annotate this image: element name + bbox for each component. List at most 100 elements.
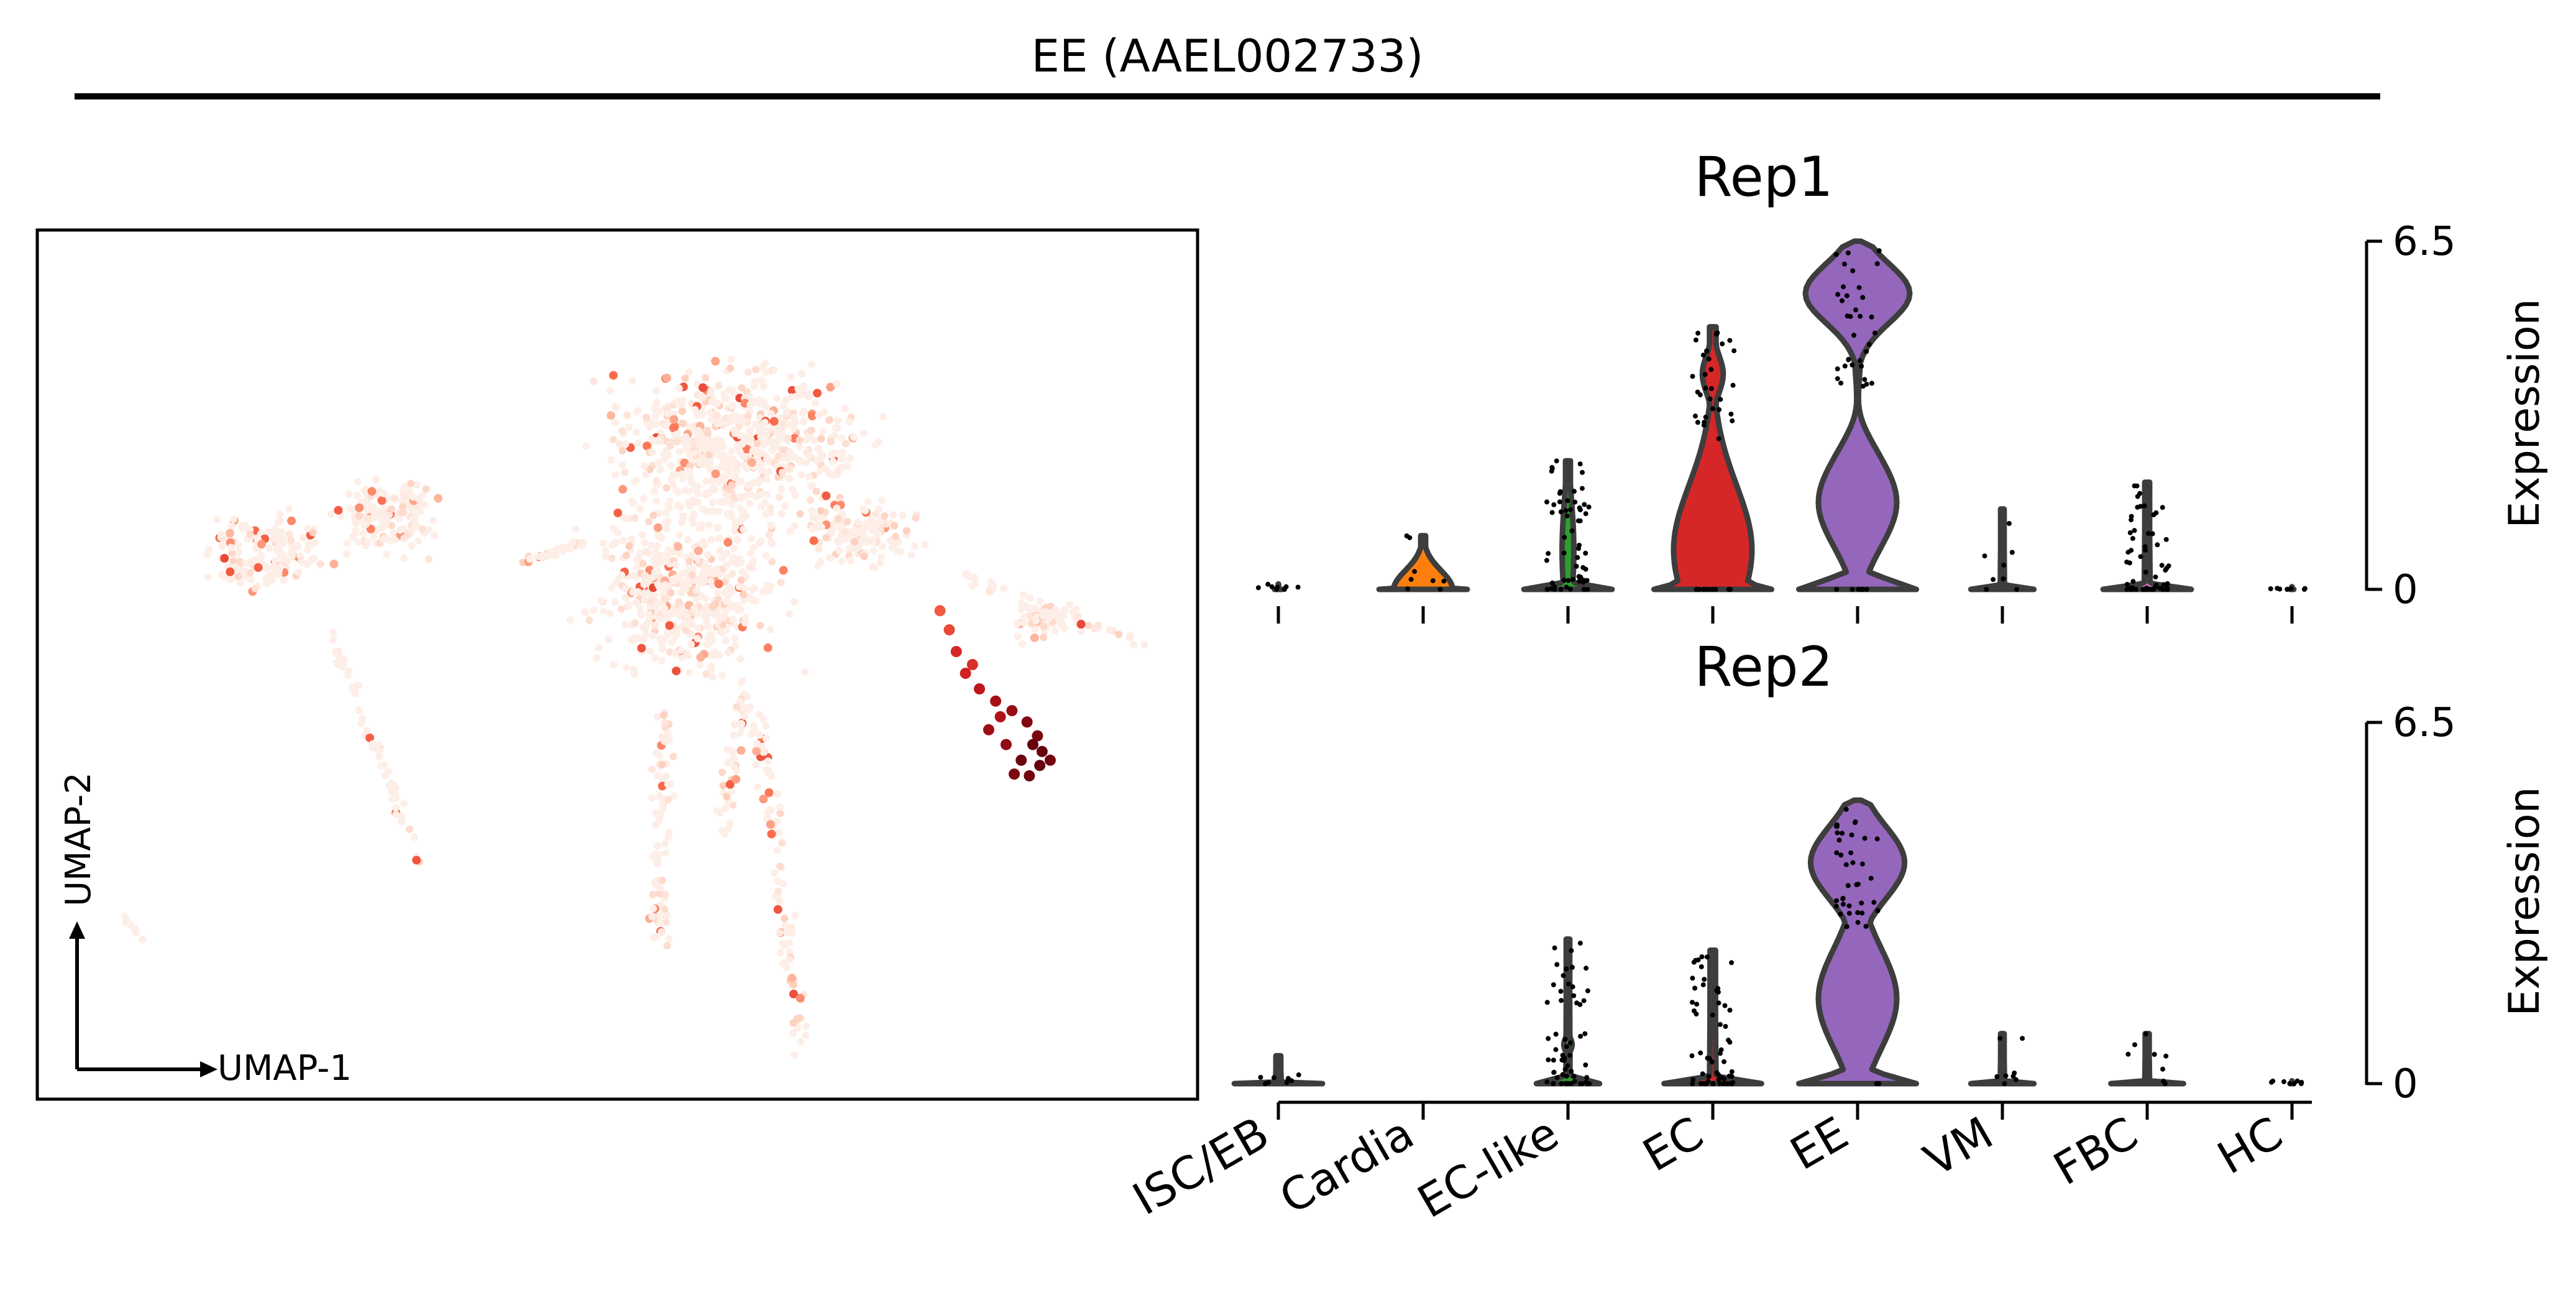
- umap-cell-point: [226, 528, 234, 538]
- violin-cell-point: [1864, 349, 1869, 354]
- umap-cell-point: [375, 753, 383, 761]
- umap-cell-point: [640, 590, 648, 598]
- violin-cell-point: [1544, 558, 1549, 563]
- umap-cell-point: [367, 487, 377, 496]
- umap-cell-point: [762, 722, 770, 730]
- umap-cell-point: [790, 414, 798, 422]
- umap-cell-point: [772, 394, 781, 402]
- umap-cell-point: [871, 564, 879, 572]
- violin-cell-point: [1407, 535, 1413, 540]
- violin-cell-point: [1554, 458, 1559, 464]
- umap-cell-point: [712, 412, 720, 420]
- umap-cell-point: [989, 583, 997, 591]
- umap-cell-point: [653, 749, 661, 757]
- umap-cell-point: [627, 635, 635, 643]
- umap-cell-point: [736, 478, 744, 486]
- umap-highlight-point: [1032, 730, 1043, 742]
- umap-cell-point: [736, 448, 744, 456]
- violin-cell-point: [2124, 582, 2130, 587]
- umap-cell-point: [784, 421, 792, 429]
- violin-cell-point: [1559, 1081, 1564, 1086]
- umap-cell-point: [786, 448, 794, 456]
- umap-cell-point: [363, 727, 371, 735]
- violin-cell-point: [2160, 1066, 2165, 1072]
- umap-cell-point: [364, 538, 372, 546]
- umap-cell-point: [730, 755, 738, 763]
- umap-cell-point: [354, 477, 362, 486]
- violin-cell-point: [1727, 1039, 1733, 1045]
- umap-cell-point: [892, 538, 901, 546]
- umap-cell-point: [642, 471, 650, 479]
- violin-cell-point: [1558, 989, 1564, 994]
- umap-cell-point: [664, 550, 672, 558]
- umap-cell-point: [795, 993, 805, 1003]
- umap-cell-point: [851, 538, 858, 546]
- violin-cell-point: [1586, 504, 1592, 510]
- umap-cell-point: [768, 558, 776, 566]
- umap-cell-point: [759, 715, 768, 723]
- violin-cell-point: [1582, 502, 1587, 507]
- umap-cell-point: [631, 514, 639, 522]
- umap-cell-point: [1014, 632, 1022, 640]
- umap-cell-point: [656, 615, 664, 624]
- x-tick-label-ec: EC: [1634, 1107, 1712, 1182]
- umap-cell-point: [781, 502, 789, 510]
- umap-highlight-point: [1000, 739, 1012, 750]
- umap-cell-point: [534, 552, 542, 560]
- violin-cell-point: [1565, 981, 1571, 987]
- umap-cell-point: [607, 411, 615, 420]
- violin-cell-point: [1718, 397, 1723, 402]
- umap-cell-point: [1042, 608, 1050, 616]
- x-tick-label-fbc: FBC: [2045, 1107, 2146, 1196]
- umap-cell-point: [655, 816, 663, 824]
- violin-cell-point: [1700, 1071, 1705, 1077]
- violin-cell-point: [2163, 537, 2169, 542]
- umap-cell-point: [672, 630, 681, 638]
- violin-cell-point: [1834, 850, 1840, 855]
- umap-cell-point: [740, 596, 748, 604]
- violin-cell-point: [1549, 466, 1555, 471]
- umap-cell-point: [779, 402, 787, 410]
- umap-cell-point: [702, 374, 710, 382]
- violin-cell-point: [1568, 586, 1573, 592]
- umap-cell-point: [648, 794, 656, 802]
- x-tick-label-isc-eb: ISC/EB: [1124, 1107, 1278, 1225]
- umap-cell-point: [878, 553, 886, 561]
- umap-cell-point: [631, 619, 639, 627]
- violin-cell-point: [1862, 836, 1868, 841]
- umap-cell-point: [708, 398, 717, 406]
- umap-cell-point: [789, 1019, 797, 1027]
- violin-cell-point: [2014, 587, 2019, 592]
- umap-cell-point: [733, 601, 741, 609]
- violin-cell-point: [1848, 850, 1854, 855]
- umap-cell-point: [382, 516, 390, 524]
- violin-cell-point: [1707, 1056, 1712, 1061]
- umap-cell-point: [661, 594, 669, 602]
- umap-cell-point: [741, 619, 749, 627]
- violin-cell-point: [1549, 586, 1555, 591]
- umap-cell-point: [234, 548, 242, 556]
- umap-cell-point: [641, 462, 648, 470]
- umap-cell-point: [661, 905, 669, 913]
- umap-point-cloud: [121, 356, 1148, 1059]
- umap-cell-point: [687, 640, 695, 648]
- violin-cell-point: [1695, 420, 1700, 425]
- umap-cell-point: [786, 956, 794, 964]
- umap-cell-point: [714, 579, 723, 589]
- umap-cell-point: [704, 429, 712, 437]
- umap-cell-point: [684, 652, 692, 660]
- umap-cell-point: [628, 377, 636, 385]
- umap-cell-point: [817, 558, 825, 566]
- umap-cell-point: [299, 534, 307, 542]
- umap-cell-point: [741, 614, 749, 622]
- violin-cell-point: [1723, 1024, 1728, 1029]
- violin-cell-point: [2125, 550, 2131, 555]
- umap-cell-point: [650, 556, 658, 564]
- umap-cell-point: [360, 530, 367, 538]
- umap-cell-point: [645, 617, 653, 625]
- violin-cell-point: [1860, 295, 1866, 300]
- umap-cell-point: [262, 565, 270, 573]
- umap-cell-point: [621, 620, 629, 629]
- umap-cell-point: [802, 1023, 810, 1030]
- umap-cell-point: [749, 543, 758, 551]
